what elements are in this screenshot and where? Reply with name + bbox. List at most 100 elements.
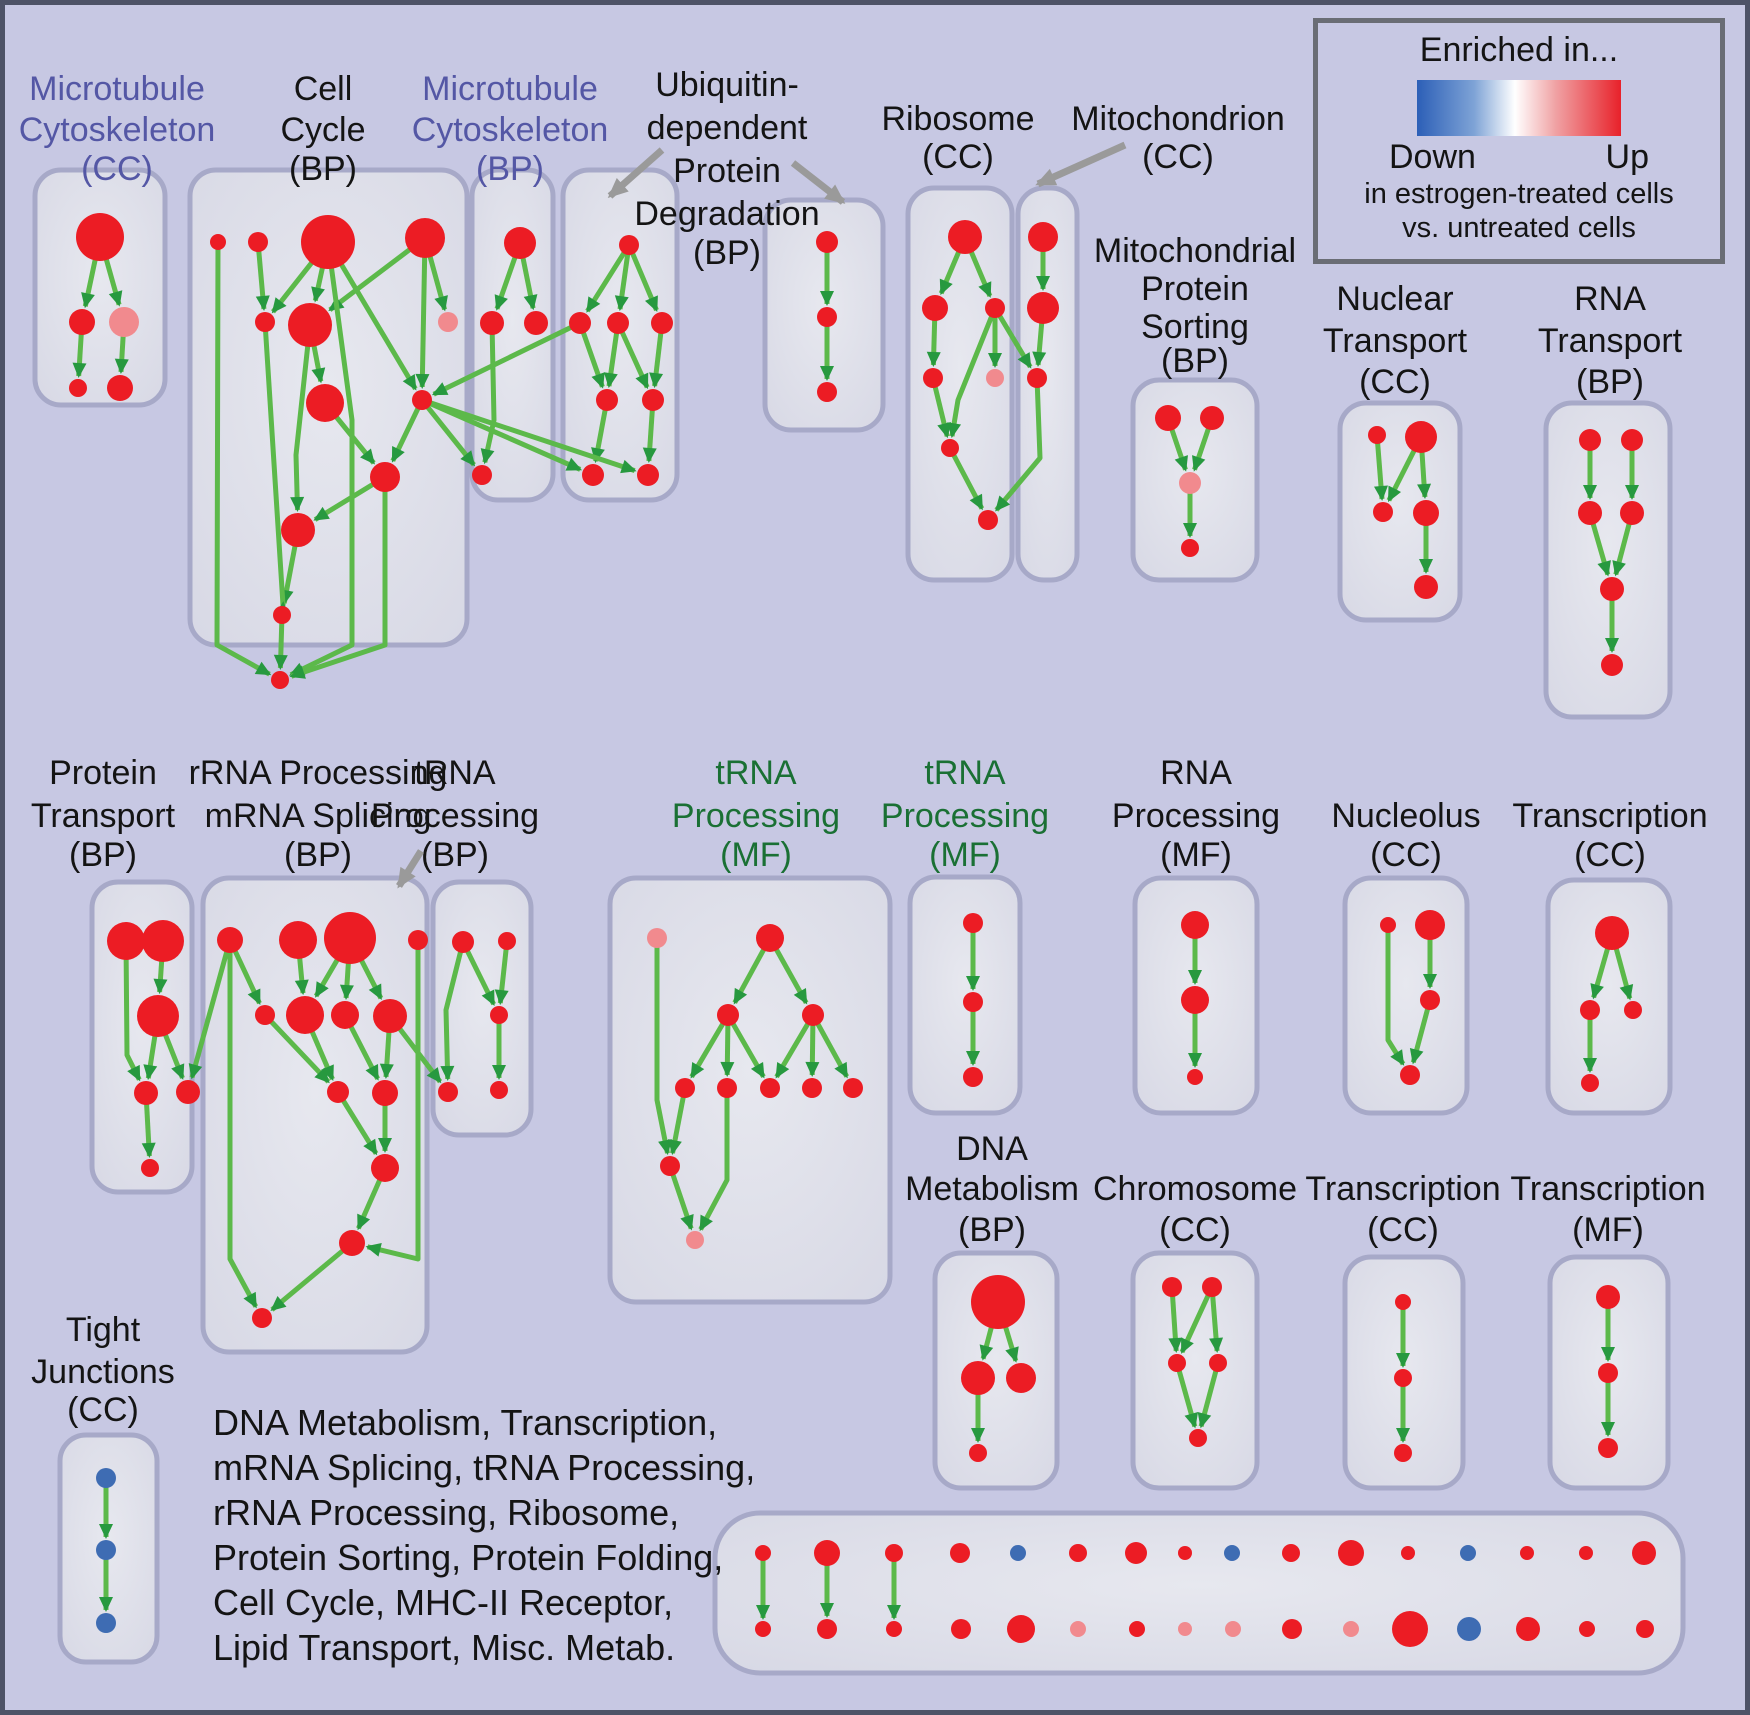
cluster-label-microtubule-cc: (CC) [81,150,153,188]
cluster-label-trna-mf-large: tRNA [715,754,797,792]
cluster-label-mito-protein-sorting-bp: Mitochondrial [1094,232,1296,270]
node-protein-transport-bp-5 [141,1159,159,1177]
legend-downup-row: Down Up [1389,138,1649,177]
node-trna-mf-large-7 [802,1078,822,1098]
node-misc-box-5 [1069,1544,1087,1562]
cluster-label-tight-junctions-cc: Junctions [31,1353,175,1391]
node-nucleolus-cc-3 [1400,1065,1420,1085]
node-cell-cycle-bp-5 [288,303,332,347]
node-rna-transport-bp-2 [1578,501,1602,525]
node-chromosome-cc-0 [1162,1277,1182,1297]
node-trna-mf-large-2 [717,1004,739,1026]
node-cell-cycle-bp-11 [273,606,291,624]
edge-ribosome-cc [947,446,985,511]
node-microtubule-cc-3 [69,379,87,397]
node-rna-processing-mf-2 [1187,1069,1203,1085]
cluster-label-trna-mf-small: tRNA [924,754,1006,792]
node-rrna-bp-8 [327,1081,349,1103]
node-ribosome-cc-0 [948,220,982,254]
node-ubiquitin-bp-6 [582,464,604,486]
cluster-label-rna-transport-bp: Transport [1538,322,1683,360]
cluster-box-microtubule-cc [32,167,168,408]
misc-text-line: Cell Cycle, MHC-II Receptor, [213,1582,674,1623]
annotation-arrow-3 [396,849,424,889]
node-nuclear-transport-cc-1 [1405,421,1437,453]
node-trna-mf-large-0 [647,928,667,948]
edge-nucleolus-cc [1409,999,1433,1065]
cluster-label-transcription-cc-mid: (CC) [1574,836,1646,874]
edge-cell-cycle-bp [289,241,355,678]
cluster-box-misc-box [712,1510,1686,1676]
cluster-label-chromosome-cc: Chromosome [1093,1170,1297,1208]
edge-trna-bp [494,940,510,1006]
node-microtubule-bp-2 [524,311,548,335]
cluster-label-protein-transport-bp: Protein [49,754,157,792]
node-chromosome-cc-1 [1202,1277,1222,1297]
node-cell-cycle-bp-0 [210,234,226,250]
node-tight-junctions-cc-1 [96,1540,116,1560]
edge-trna-mf-large [725,1013,766,1079]
cluster-label-mito-protein-sorting-bp: Sorting [1141,308,1249,346]
node-tight-junctions-cc-0 [96,1468,116,1488]
misc-text-line: mRNA Splicing, tRNA Processing, [213,1447,756,1488]
cluster-label-ubiquitin-bp: Degradation [634,195,819,233]
node-misc-box-15 [1632,1541,1656,1565]
node-dna-metabolism-bp-3 [969,1444,987,1462]
cross-edge-mitochondrion-cc-to-ribosome-cc [994,377,1043,512]
cluster-label-ubiquitin-bp: Protein [673,152,781,190]
node-mito-protein-sorting-bp-3 [1181,539,1199,557]
cluster-label-nuclear-transport-cc: Nuclear [1336,280,1453,318]
node-ribosome-cc-4 [986,369,1004,387]
node-rrna-bp-7 [373,999,407,1033]
node-transcription-mf-1 [1598,1363,1618,1383]
misc-categories-text: DNA Metabolism, Transcription, mRNA Spli… [213,1400,755,1670]
node-misc-box-14 [1579,1546,1593,1560]
cluster-box-rna-transport-bp [1543,400,1673,720]
node-rrna-bp-4 [255,1005,275,1025]
cluster-label-cell-cycle-bp: Cell [294,70,353,108]
node-protein-transport-bp-4 [176,1080,200,1104]
node-ubiquitin-bp-2-2 [817,382,837,402]
node-cell-cycle-bp-9 [370,462,400,492]
edge-ribosome-cc [930,377,951,439]
cluster-label-nucleolus-cc: (CC) [1370,836,1442,874]
cluster-label-trna-mf-large: (MF) [720,836,792,874]
node-ubiquitin-bp-4 [596,389,618,411]
edge-trna-mf-large [654,938,672,1156]
node-transcription-cc-mid-1 [1580,1000,1600,1020]
cluster-label-rna-processing-mf: (MF) [1160,836,1232,874]
node-transcription-cc-mid-3 [1581,1074,1599,1092]
node-rrna-bp-2 [324,912,376,964]
node-rna-transport-bp-5 [1601,654,1623,676]
edge-rrna-bp [335,1090,379,1156]
node-trna-mf-large-8 [843,1078,863,1098]
node-trna-mf-large-3 [802,1004,824,1026]
edge-cell-cycle-bp [214,241,272,677]
node-mitochondrion-cc-2 [1027,368,1047,388]
node-ribosome-cc-3 [923,368,943,388]
legend-gradient-bar [1417,80,1621,136]
edge-trna-bp [460,940,496,1006]
node-misc-box-24 [1225,1621,1241,1637]
node-misc-box-22 [1129,1621,1145,1637]
node-misc-box-0 [755,1545,771,1561]
edge-protein-transport-bp [123,940,142,1082]
node-rna-transport-bp-4 [1600,577,1624,601]
node-cell-cycle-bp-1 [248,232,268,252]
node-misc-box-12 [1460,1545,1476,1561]
edge-chromosome-cc [1179,1285,1215,1354]
edge-ubiquitin-bp [577,322,605,389]
node-trna-mf-small-1 [963,992,983,1012]
node-misc-box-3 [950,1543,970,1563]
cluster-label-trna-bp: tRNA [414,754,496,792]
misc-text-line: rRNA Processing, Ribosome, [213,1492,680,1533]
node-trna-bp-3 [438,1082,458,1102]
cluster-label-nuclear-transport-cc: Transport [1323,322,1468,360]
edge-ubiquitin-bp [615,321,650,390]
cluster-label-transcription-mf: Transcription [1510,1170,1705,1208]
node-rrna-bp-1 [279,921,317,959]
node-dna-metabolism-bp-2 [1006,1363,1036,1393]
node-nucleolus-cc-1 [1415,910,1445,940]
node-rrna-bp-0 [217,927,243,953]
